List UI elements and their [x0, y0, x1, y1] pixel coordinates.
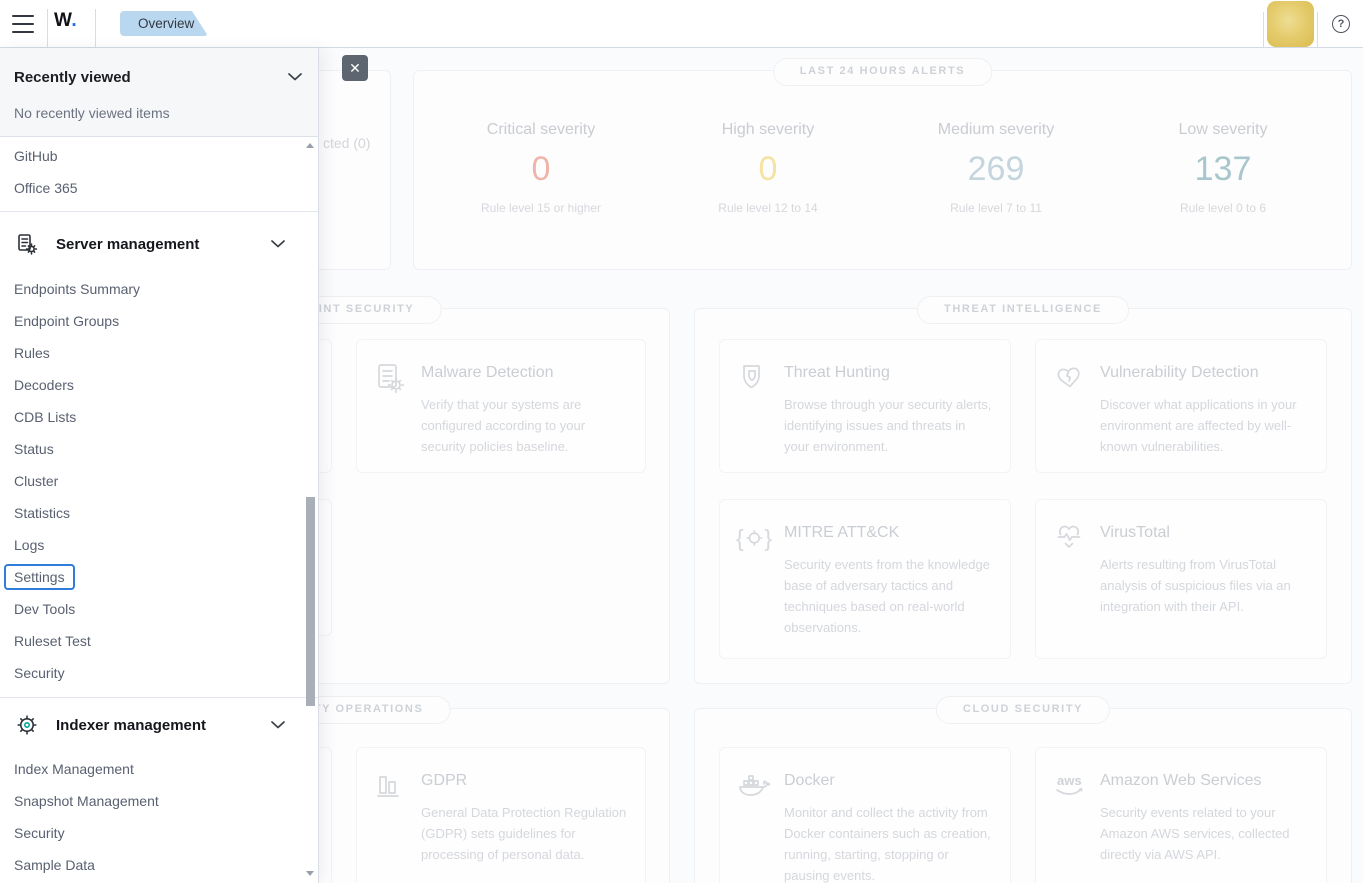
gear-icon [16, 714, 38, 736]
sidebar-item-github[interactable]: GitHub [14, 148, 58, 164]
alert-stat-low[interactable]: Low severity 137 Rule level 0 to 6 [1178, 121, 1268, 215]
alert-stat-medium[interactable]: Medium severity 269 Rule level 7 to 11 [937, 121, 1055, 215]
bar-chart-icon [373, 768, 409, 804]
navigation-flyout: Recently viewed No recently viewed items… [0, 48, 319, 883]
card-gdpr[interactable]: GDPR General Data Protection Regulation … [356, 747, 646, 883]
indexer-management-items: Index Management Snapshot Management Sec… [0, 753, 318, 881]
sidebar-item-index-management[interactable]: Index Management [14, 761, 134, 777]
card-aws[interactable]: aws Amazon Web Services Security events … [1035, 747, 1327, 883]
card-vulnerability-detection[interactable]: Vulnerability Detection Discover what ap… [1035, 339, 1327, 473]
cloud-security-panel: CLOUD SECURITY Docker Monitor and collec… [694, 696, 1352, 883]
card-description: Discover what applications in your envir… [1100, 397, 1297, 454]
sidebar-item-snapshot-management[interactable]: Snapshot Management [14, 793, 159, 809]
broken-heart-icon [1052, 360, 1088, 396]
settings-focus-ring[interactable]: Settings [4, 564, 75, 590]
card-title: MITRE ATT&CK [784, 524, 900, 541]
section-server-management[interactable]: Server management [0, 224, 318, 264]
card-title: VirusTotal [1100, 524, 1170, 541]
card-threat-hunting[interactable]: Threat Hunting Browse through your secur… [719, 339, 1011, 473]
sidebar-item-endpoints-summary[interactable]: Endpoints Summary [14, 281, 141, 297]
chevron-down-icon [271, 235, 285, 253]
header-divider [1317, 12, 1318, 47]
sidebar-item-status[interactable]: Status [14, 441, 54, 457]
scrollbar-up-arrow[interactable] [306, 143, 314, 148]
alerts-panel-title: LAST 24 HOURS ALERTS [772, 58, 993, 86]
heart-pulse-icon [1052, 520, 1088, 556]
aws-logo-icon: aws [1052, 768, 1088, 804]
card-title: Amazon Web Services [1100, 772, 1262, 789]
close-icon[interactable]: ✕ [342, 55, 368, 81]
card-description: Alerts resulting from VirusTotal analysi… [1100, 557, 1291, 614]
apps-list: GitHub Office 365 [0, 137, 318, 212]
alert-stat-critical[interactable]: Critical severity 0 Rule level 15 or hig… [480, 121, 602, 215]
alert-stat-high[interactable]: High severity 0 Rule level 12 to 14 [718, 121, 818, 215]
card-malware-detection[interactable]: Malware Detection Verify that your syste… [356, 339, 646, 473]
tab-overview[interactable]: Overview [120, 11, 208, 36]
alerts-panel: LAST 24 HOURS ALERTS Critical severity 0… [413, 58, 1352, 270]
sidebar-item-logs[interactable]: Logs [14, 537, 45, 553]
document-gear-icon [373, 360, 409, 396]
card-description: General Data Protection Regulation (GDPR… [421, 805, 627, 862]
scrollbar-down-arrow[interactable] [306, 871, 314, 876]
svg-text:aws: aws [1057, 773, 1082, 788]
header-divider [47, 9, 48, 47]
sidebar-item-rules[interactable]: Rules [14, 345, 50, 361]
docker-whale-icon [736, 768, 772, 804]
card-mitre-attack[interactable]: { } MITRE ATT&CK Security events from th… [719, 499, 1011, 659]
shield-icon [736, 360, 772, 396]
document-gear-icon [16, 233, 38, 255]
chevron-down-icon [288, 68, 302, 86]
card-description: Security events related to your Amazon A… [1100, 805, 1290, 862]
card-virustotal[interactable]: VirusTotal Alerts resulting from VirusTo… [1035, 499, 1327, 659]
sidebar-item-decoders[interactable]: Decoders [14, 377, 74, 393]
recently-viewed-title: Recently viewed [14, 68, 131, 86]
card-title: GDPR [421, 772, 468, 789]
user-avatar[interactable] [1267, 1, 1314, 47]
section-indexer-management[interactable]: Indexer management [0, 705, 318, 745]
logo-dot: . [71, 10, 78, 31]
agents-stat-fragment: cted (0) [323, 135, 371, 151]
card-docker[interactable]: Docker Monitor and collect the activity … [719, 747, 1011, 883]
sidebar-item-cluster[interactable]: Cluster [14, 473, 59, 489]
sidebar-item-endpoint-groups[interactable]: Endpoint Groups [14, 313, 120, 329]
header-divider [1263, 12, 1264, 47]
section-title: Server management [56, 235, 200, 253]
recently-viewed-empty: No recently viewed items [14, 105, 170, 121]
card-title: Malware Detection [421, 364, 554, 381]
help-icon[interactable]: ? [1332, 15, 1350, 33]
sidebar-item-sample-data[interactable]: Sample Data [14, 857, 95, 873]
server-management-items: Endpoints Summary Endpoint Groups Rules … [0, 273, 318, 689]
sidebar-item-settings[interactable]: Settings [0, 561, 318, 593]
sidebar-item-cdb-lists[interactable]: CDB Lists [14, 409, 77, 425]
card-title: Vulnerability Detection [1100, 364, 1259, 381]
chevron-down-icon [271, 716, 285, 734]
recently-viewed-section: Recently viewed No recently viewed items [0, 48, 318, 137]
sidebar-item-office-365[interactable]: Office 365 [14, 180, 78, 196]
card-description: Browse through your security alerts, ide… [784, 397, 992, 454]
crosshair-braces-icon: { } [736, 525, 772, 551]
top-header: W. Overview ? [0, 0, 1363, 48]
threat-intelligence-panel: THREAT INTELLIGENCE Threat Hunting Brows… [694, 296, 1352, 684]
wazuh-logo[interactable]: W. [54, 10, 78, 31]
cloud-security-title: CLOUD SECURITY [935, 696, 1111, 724]
card-title: Threat Hunting [784, 364, 890, 381]
hamburger-menu-icon[interactable] [11, 13, 35, 35]
header-divider [95, 9, 96, 47]
sidebar-item-security[interactable]: Security [14, 665, 65, 681]
threat-intelligence-title: THREAT INTELLIGENCE [917, 296, 1129, 324]
card-description: Verify that your systems are configured … [421, 397, 586, 454]
sidebar-item-indexer-security[interactable]: Security [14, 825, 65, 841]
scrollbar-thumb[interactable] [306, 497, 315, 706]
card-description: Security events from the knowledge base … [784, 557, 990, 635]
section-title: Indexer management [56, 716, 207, 734]
sidebar-item-dev-tools[interactable]: Dev Tools [14, 601, 76, 617]
recently-viewed-toggle[interactable]: Recently viewed [14, 63, 302, 91]
sidebar-item-ruleset-test[interactable]: Ruleset Test [14, 633, 91, 649]
sidebar-item-statistics[interactable]: Statistics [14, 505, 71, 521]
section-divider [0, 697, 318, 698]
card-description: Monitor and collect the activity from Do… [784, 805, 991, 883]
card-title: Docker [784, 772, 835, 789]
